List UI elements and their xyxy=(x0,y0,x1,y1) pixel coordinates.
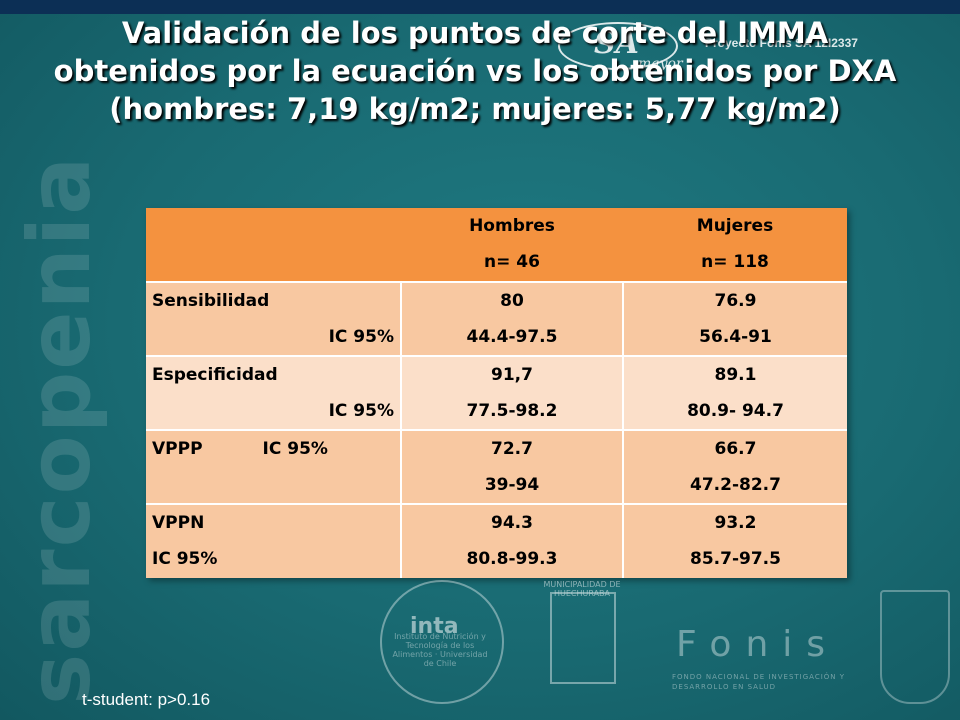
value: 72.7 xyxy=(491,439,533,459)
row-ci-label: IC 95% xyxy=(328,327,394,347)
table-row: Especificidad IC 95% 91,7 77.5-98.2 89.1… xyxy=(146,356,847,430)
ci-value: 47.2-82.7 xyxy=(690,475,781,495)
header-empty-cell xyxy=(146,208,401,282)
ci-value: 77.5-98.2 xyxy=(466,401,558,421)
validation-table: Hombres n= 46 Mujeres n= 118 Sensibilida… xyxy=(146,208,847,578)
header-mujeres-n: n= 118 xyxy=(701,252,769,272)
inta-logo xyxy=(380,580,504,704)
row-label: VPPP xyxy=(152,439,203,459)
huechuraba-logo-text: MUNICIPALIDAD DE HUECHURABA xyxy=(543,580,621,598)
top-bar xyxy=(0,0,960,14)
cell-hombres: 80 44.4-97.5 xyxy=(401,282,624,356)
logo-oval xyxy=(558,22,678,70)
header-mujeres-label: Mujeres xyxy=(696,216,774,236)
row-label: VPPN xyxy=(152,513,205,533)
title-line-3: (hombres: 7,19 kg/m2; mujeres: 5,77 kg/m… xyxy=(109,92,841,126)
table-row: VPPN IC 95% 94.3 80.8-99.3 93.2 85.7-97.… xyxy=(146,504,847,578)
value: 80 xyxy=(500,291,524,311)
fonis-subtitle: FONDO NACIONAL DE INVESTIGACIÓN Y DESARR… xyxy=(672,673,846,691)
cell-mujeres: 66.7 47.2-82.7 xyxy=(623,430,847,504)
cell-mujeres: 76.9 56.4-91 xyxy=(623,282,847,356)
header-mujeres: Mujeres n= 118 xyxy=(623,208,847,282)
ci-value: 39-94 xyxy=(484,475,540,495)
ci-value: 80.9- 94.7 xyxy=(687,401,784,421)
table-header-row: Hombres n= 46 Mujeres n= 118 xyxy=(146,208,847,282)
header-hombres: Hombres n= 46 xyxy=(401,208,623,282)
row-label-vppn: VPPN IC 95% xyxy=(146,504,402,578)
value: 94.3 xyxy=(491,513,533,533)
ci-value: 56.4-91 xyxy=(699,327,772,347)
cell-hombres: 72.7 39-94 xyxy=(401,430,624,504)
cell-hombres: 91,7 77.5-98.2 xyxy=(401,356,624,430)
row-label: Especificidad xyxy=(152,365,278,385)
value: 91,7 xyxy=(491,365,533,385)
row-label-sensibilidad: Sensibilidad IC 95% xyxy=(146,282,402,356)
sarcopenia-watermark: sarcopenia xyxy=(10,154,110,705)
row-label-vppp: VPPP IC 95% xyxy=(146,430,402,504)
huechuraba-logo xyxy=(550,592,616,684)
fonis-logo: Fonis xyxy=(676,624,840,665)
value: 89.1 xyxy=(714,365,757,385)
cell-mujeres: 89.1 80.9- 94.7 xyxy=(623,356,847,430)
logo-sa-text: SA xyxy=(594,26,639,61)
inta-ring-text: Instituto de Nutrición y Tecnología de l… xyxy=(392,632,488,668)
value: 66.7 xyxy=(714,439,757,459)
ci-value: 85.7-97.5 xyxy=(690,549,781,569)
slide-title: Validación de los puntos de corte del IM… xyxy=(10,14,940,128)
row-label-especificidad: Especificidad IC 95% xyxy=(146,356,402,430)
logo-mayor-text: mayor xyxy=(638,56,683,72)
table-row: Sensibilidad IC 95% 80 44.4-97.5 76.9 56… xyxy=(146,282,847,356)
row-ci-label: IC 95% xyxy=(152,549,218,569)
row-ci-label: IC 95% xyxy=(262,439,328,459)
value: 93.2 xyxy=(714,513,757,533)
value: 76.9 xyxy=(714,291,757,311)
sponsor-logos: inta Instituto de Nutrición y Tecnología… xyxy=(370,580,960,710)
row-label-line: VPPP IC 95% xyxy=(152,431,400,467)
footnote: t-student: p>0.16 xyxy=(82,690,211,709)
ci-value: 44.4-97.5 xyxy=(466,327,558,347)
title-line-2: obtenidos por la ecuación vs los obtenid… xyxy=(53,54,897,88)
inta-logo-text: inta xyxy=(410,614,459,639)
title-line-1: Validación de los puntos de corte del IM… xyxy=(121,16,829,50)
row-ci-label: IC 95% xyxy=(328,401,394,421)
sa-mayor-logo: SA mayor xyxy=(558,18,698,76)
row-label: Sensibilidad xyxy=(152,291,270,311)
cell-mujeres: 93.2 85.7-97.5 xyxy=(623,504,847,578)
project-reference: Proyecto Fonis SA 12I2337 xyxy=(705,36,858,50)
cell-hombres: 94.3 80.8-99.3 xyxy=(401,504,624,578)
table-row: VPPP IC 95% 72.7 39-94 66.7 47.2-82.7 xyxy=(146,430,847,504)
university-crest xyxy=(880,590,950,704)
header-hombres-label: Hombres xyxy=(469,216,555,236)
ci-value: 80.8-99.3 xyxy=(466,549,558,569)
header-hombres-n: n= 46 xyxy=(484,252,540,272)
